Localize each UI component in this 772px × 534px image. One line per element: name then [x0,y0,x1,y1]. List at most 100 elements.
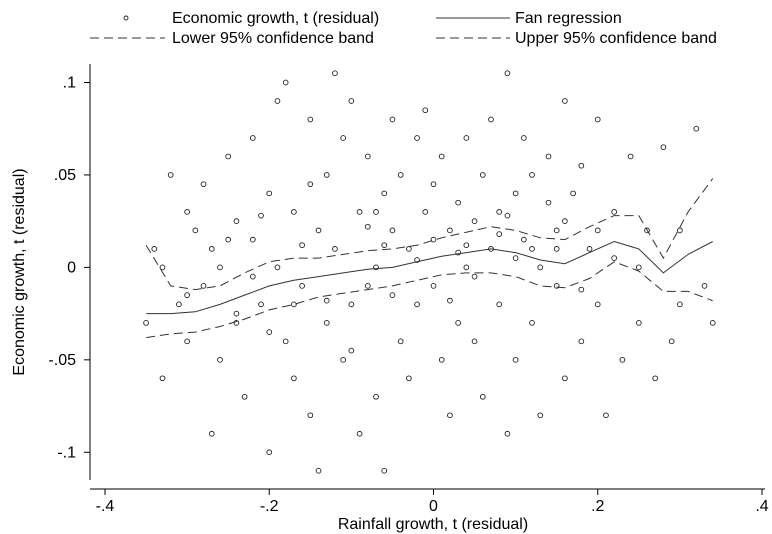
scatter-point [389,116,396,123]
scatter-point [364,153,371,160]
y-tick-label: .05 [54,167,76,184]
scatter-point [315,227,322,234]
scatter-point [208,246,215,252]
scatter-point [512,356,519,363]
scatter-point [447,412,453,419]
upper-confidence-band-line [145,178,714,291]
scatter-point [504,70,511,77]
x-axis-ticks: -.4 -.2 0 .2 .4 [96,489,769,515]
scatter-point [529,319,535,326]
scatter-point [217,264,223,271]
scatter-point [373,264,379,271]
y-tick-label: 0 [67,259,76,276]
scatter-point [184,338,190,345]
scatter-point [709,319,716,326]
scatter-point [512,190,519,197]
scatter-point [406,246,412,252]
scatter-point [348,301,355,308]
scatter-point [545,199,552,206]
scatter-point [529,246,535,252]
scatter-point [332,70,338,77]
legend: Economic growth, t (residual) Fan regres… [90,10,717,47]
scatter-point [381,467,388,474]
scatter-point [356,209,363,215]
scatter-point [611,255,618,261]
scatter-point [200,283,207,289]
scatter-point [233,218,240,225]
scatter-point [282,79,289,86]
x-tick-label: .2 [591,498,604,515]
scatter-point [570,190,576,197]
scatter-point [414,301,420,308]
scatter-point [635,319,642,326]
scatter-point [217,356,223,363]
scatter-point [496,231,503,237]
scatter-point [414,257,420,263]
y-tick-label: .1 [63,74,76,91]
y-axis-title: Economic growth, t (residual) [11,168,28,375]
scatter-point [258,301,264,308]
scatter-point [455,319,461,326]
x-axis-title: Rainfall growth, t (residual) [338,516,528,533]
scatter-point [225,236,232,243]
scatter-point [586,246,593,252]
scatter-point [364,223,371,230]
scatter-point [389,292,396,298]
scatter-point [159,375,166,382]
scatter-point [677,301,683,308]
scatter-point [258,212,264,219]
scatter-point [578,286,585,293]
y-tick-label: -.05 [48,352,76,369]
scatter-point [291,375,297,382]
x-tick-label: -.4 [96,498,115,515]
scatter-point [447,227,453,234]
scatter-point [693,125,700,132]
scatter-point [463,264,470,271]
scatter-point [299,283,305,289]
scatter-point [562,98,568,104]
scatter-point [192,227,199,234]
scatter-point [159,264,166,271]
scatter-point [266,329,273,335]
scatter-point [414,135,420,141]
scatter-point [545,153,552,160]
scatter-point [455,249,461,256]
scatter-point [619,356,626,363]
confidence-bands [145,178,714,339]
scatter-point [578,162,585,169]
scatter-point [184,209,190,215]
scatter-point [225,153,232,160]
scatter-point [143,319,149,326]
scatter-point [274,264,281,271]
scatter-point [594,301,601,308]
scatter-point [332,246,338,252]
scatter-point [373,393,379,400]
scatter-point [348,98,355,104]
scatter-point [578,338,585,345]
scatter-point [677,227,683,234]
scatter-point [340,135,347,141]
scatter-point [652,375,659,382]
scatter-point [422,107,429,114]
scatter-point [603,412,609,419]
scatter-point [422,209,429,215]
scatter-point [282,338,289,345]
scatter-point [200,181,207,188]
scatter-point [594,227,601,234]
scatter-point [537,412,544,419]
scatter-point [307,181,314,188]
scatter-point [249,236,256,243]
scatter-point [233,319,240,326]
scatter-point [291,209,297,215]
scatter-point [307,116,314,123]
scatter-point [364,283,371,289]
scatter-point [348,347,355,354]
scatter-point [520,236,527,243]
scatter-point [512,255,519,261]
scatter-point [430,283,437,289]
legend-label-upper-band: Upper 95% confidence band [515,30,717,47]
scatter-point [151,246,158,252]
scatter-point [504,430,511,437]
scatter-point [594,116,601,123]
